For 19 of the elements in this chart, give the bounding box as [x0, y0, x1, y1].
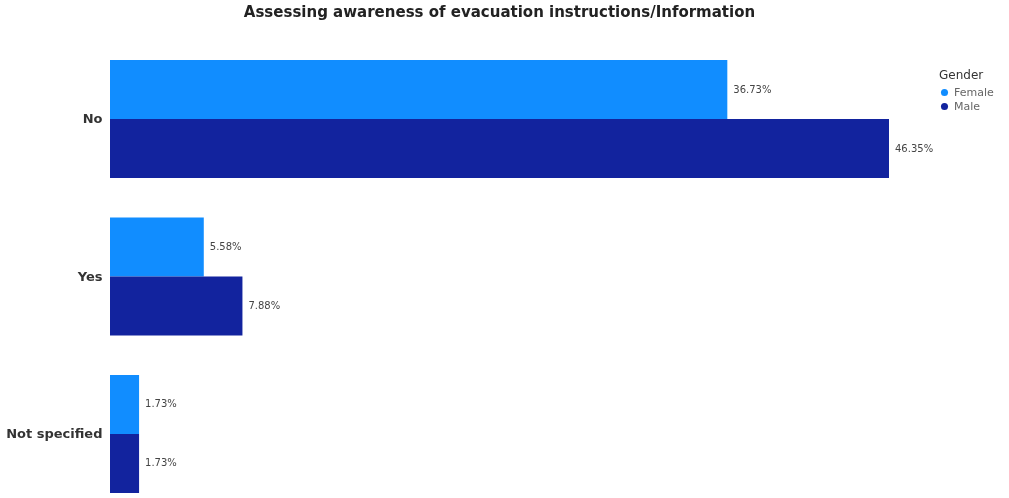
bar: [110, 60, 728, 120]
bar: [110, 119, 889, 179]
bar: [110, 217, 204, 277]
legend-label: Female: [954, 85, 995, 99]
bar: [110, 276, 243, 336]
y-tick-label: Yes: [76, 268, 103, 284]
data-label: 1.73%: [145, 398, 177, 410]
y-tick-label: No: [82, 111, 103, 127]
data-label: 7.88%: [248, 300, 281, 312]
legend-label: Male: [954, 99, 981, 113]
data-label: 46.35%: [895, 142, 934, 154]
data-label: 1.73%: [145, 457, 177, 469]
bar: [110, 374, 140, 434]
bar: [110, 433, 140, 493]
data-label: 36.73%: [733, 83, 772, 95]
legend-title: Gender: [939, 68, 984, 82]
y-tick-label: Not specified: [6, 425, 103, 441]
chart-title: Assessing awareness of evacuation instructions/Information: [243, 3, 756, 21]
data-label: 5.58%: [209, 240, 242, 252]
